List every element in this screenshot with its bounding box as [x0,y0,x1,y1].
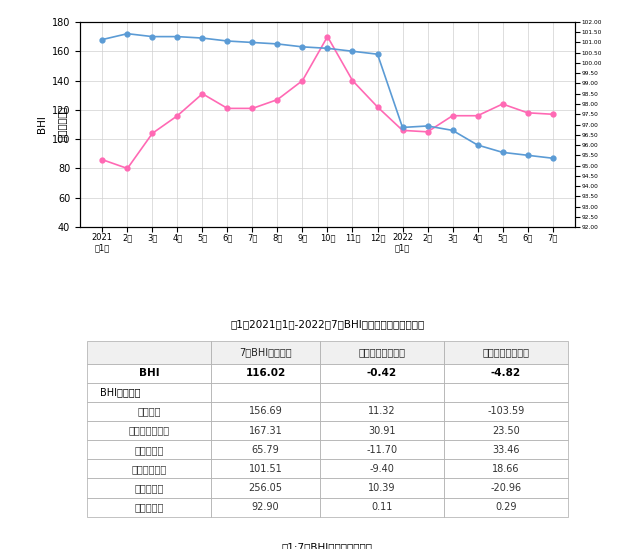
Line: BHI: BHI [100,34,555,171]
Y-axis label: BHI: BHI [38,116,47,133]
Y-axis label: 国房景气指数: 国房景气指数 [58,107,68,142]
BHI [324,33,332,40]
国房景气指数 [524,152,532,159]
国房景气指数 [549,155,557,161]
BHI [98,156,106,163]
Text: 表1:7月BHI及分指数数据表: 表1:7月BHI及分指数数据表 [282,542,373,549]
BHI [424,128,431,135]
BHI [449,113,456,119]
BHI [174,113,181,119]
国房景气指数 [449,127,456,133]
国房景气指数 [273,41,281,47]
国房景气指数 [174,33,181,40]
BHI [399,127,406,133]
国房景气指数 [98,36,106,43]
国房景气指数 [473,142,481,148]
国房景气指数 [224,38,231,44]
BHI [374,104,381,110]
国房景气指数 [249,39,256,46]
BHI [224,105,231,111]
BHI [149,130,157,137]
BHI [298,77,306,84]
BHI [549,111,557,117]
国房景气指数 [424,122,431,129]
BHI [524,109,532,116]
国房景气指数 [324,45,332,52]
国房景气指数 [498,149,506,156]
国房景气指数 [399,124,406,131]
国房景气指数 [349,48,357,54]
国房景气指数 [374,51,381,58]
BHI [349,77,357,84]
BHI [249,105,256,111]
BHI [498,100,506,107]
BHI [123,165,131,172]
Line: 国房景气指数: 国房景气指数 [100,31,555,161]
BHI [273,96,281,103]
BHI [473,113,481,119]
国房景气指数 [123,30,131,37]
BHI [199,91,206,97]
Text: 图1：2021年1月-2022年7月BHI与国房景气指数对比图: 图1：2021年1月-2022年7月BHI与国房景气指数对比图 [231,320,424,329]
国房景气指数 [149,33,157,40]
国房景气指数 [298,43,306,50]
国房景气指数 [199,35,206,41]
